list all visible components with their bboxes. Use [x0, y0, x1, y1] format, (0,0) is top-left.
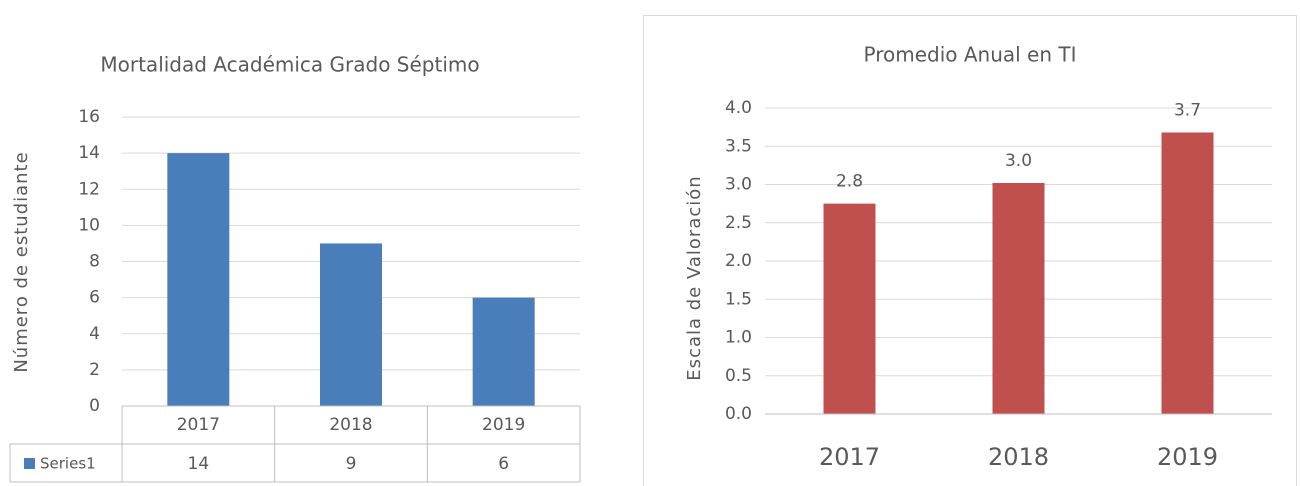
table-value: 6	[498, 454, 509, 474]
y-axis-title: Escala de Valoración	[684, 175, 705, 380]
chart-title: Mortalidad Académica Grado Séptimo	[100, 53, 479, 77]
y-tick-label: 8	[89, 252, 100, 272]
table-value: 14	[188, 454, 210, 474]
y-tick-label: 1.5	[725, 289, 752, 309]
bar	[1161, 132, 1214, 415]
bar	[823, 203, 876, 414]
x-tick-label: 2019	[482, 415, 525, 435]
y-tick-label: 3.5	[725, 136, 752, 156]
x-tick-label: 2018	[988, 443, 1049, 471]
y-tick-label: 2.5	[725, 213, 752, 233]
x-tick-label: 2017	[177, 415, 220, 435]
x-tick-label: 2017	[819, 443, 880, 471]
legend-label: Series1	[40, 455, 96, 473]
data-label: 2.8	[836, 172, 863, 192]
bar	[320, 243, 382, 406]
y-tick-label: 0.5	[725, 366, 752, 386]
bar	[167, 153, 230, 406]
data-label: 3.7	[1174, 100, 1201, 120]
y-tick-label: 4	[89, 324, 100, 344]
table-value: 9	[346, 454, 357, 474]
y-tick-label: 2.0	[725, 251, 752, 271]
bar	[992, 182, 1045, 414]
y-axis-title: Número de estudiante	[11, 151, 32, 372]
y-tick-label: 0	[89, 396, 100, 416]
y-tick-label: 16	[78, 107, 100, 127]
y-tick-label: 12	[78, 179, 100, 199]
legend-key	[24, 458, 35, 469]
chart-border	[643, 15, 1297, 486]
y-tick-label: 4.0	[725, 98, 752, 118]
chart-title: Promedio Anual en TI	[863, 43, 1076, 67]
data-label: 3.0	[1005, 151, 1032, 171]
y-tick-label: 6	[89, 288, 100, 308]
y-tick-label: 14	[78, 143, 100, 163]
y-tick-label: 2	[89, 360, 100, 380]
y-tick-label: 3.0	[725, 175, 752, 195]
x-tick-label: 2019	[1157, 443, 1218, 471]
bar	[472, 297, 535, 406]
y-tick-label: 1.0	[725, 328, 752, 348]
y-tick-label: 10	[78, 215, 100, 235]
x-tick-label: 2018	[329, 415, 372, 435]
y-tick-label: 0.0	[725, 404, 752, 424]
